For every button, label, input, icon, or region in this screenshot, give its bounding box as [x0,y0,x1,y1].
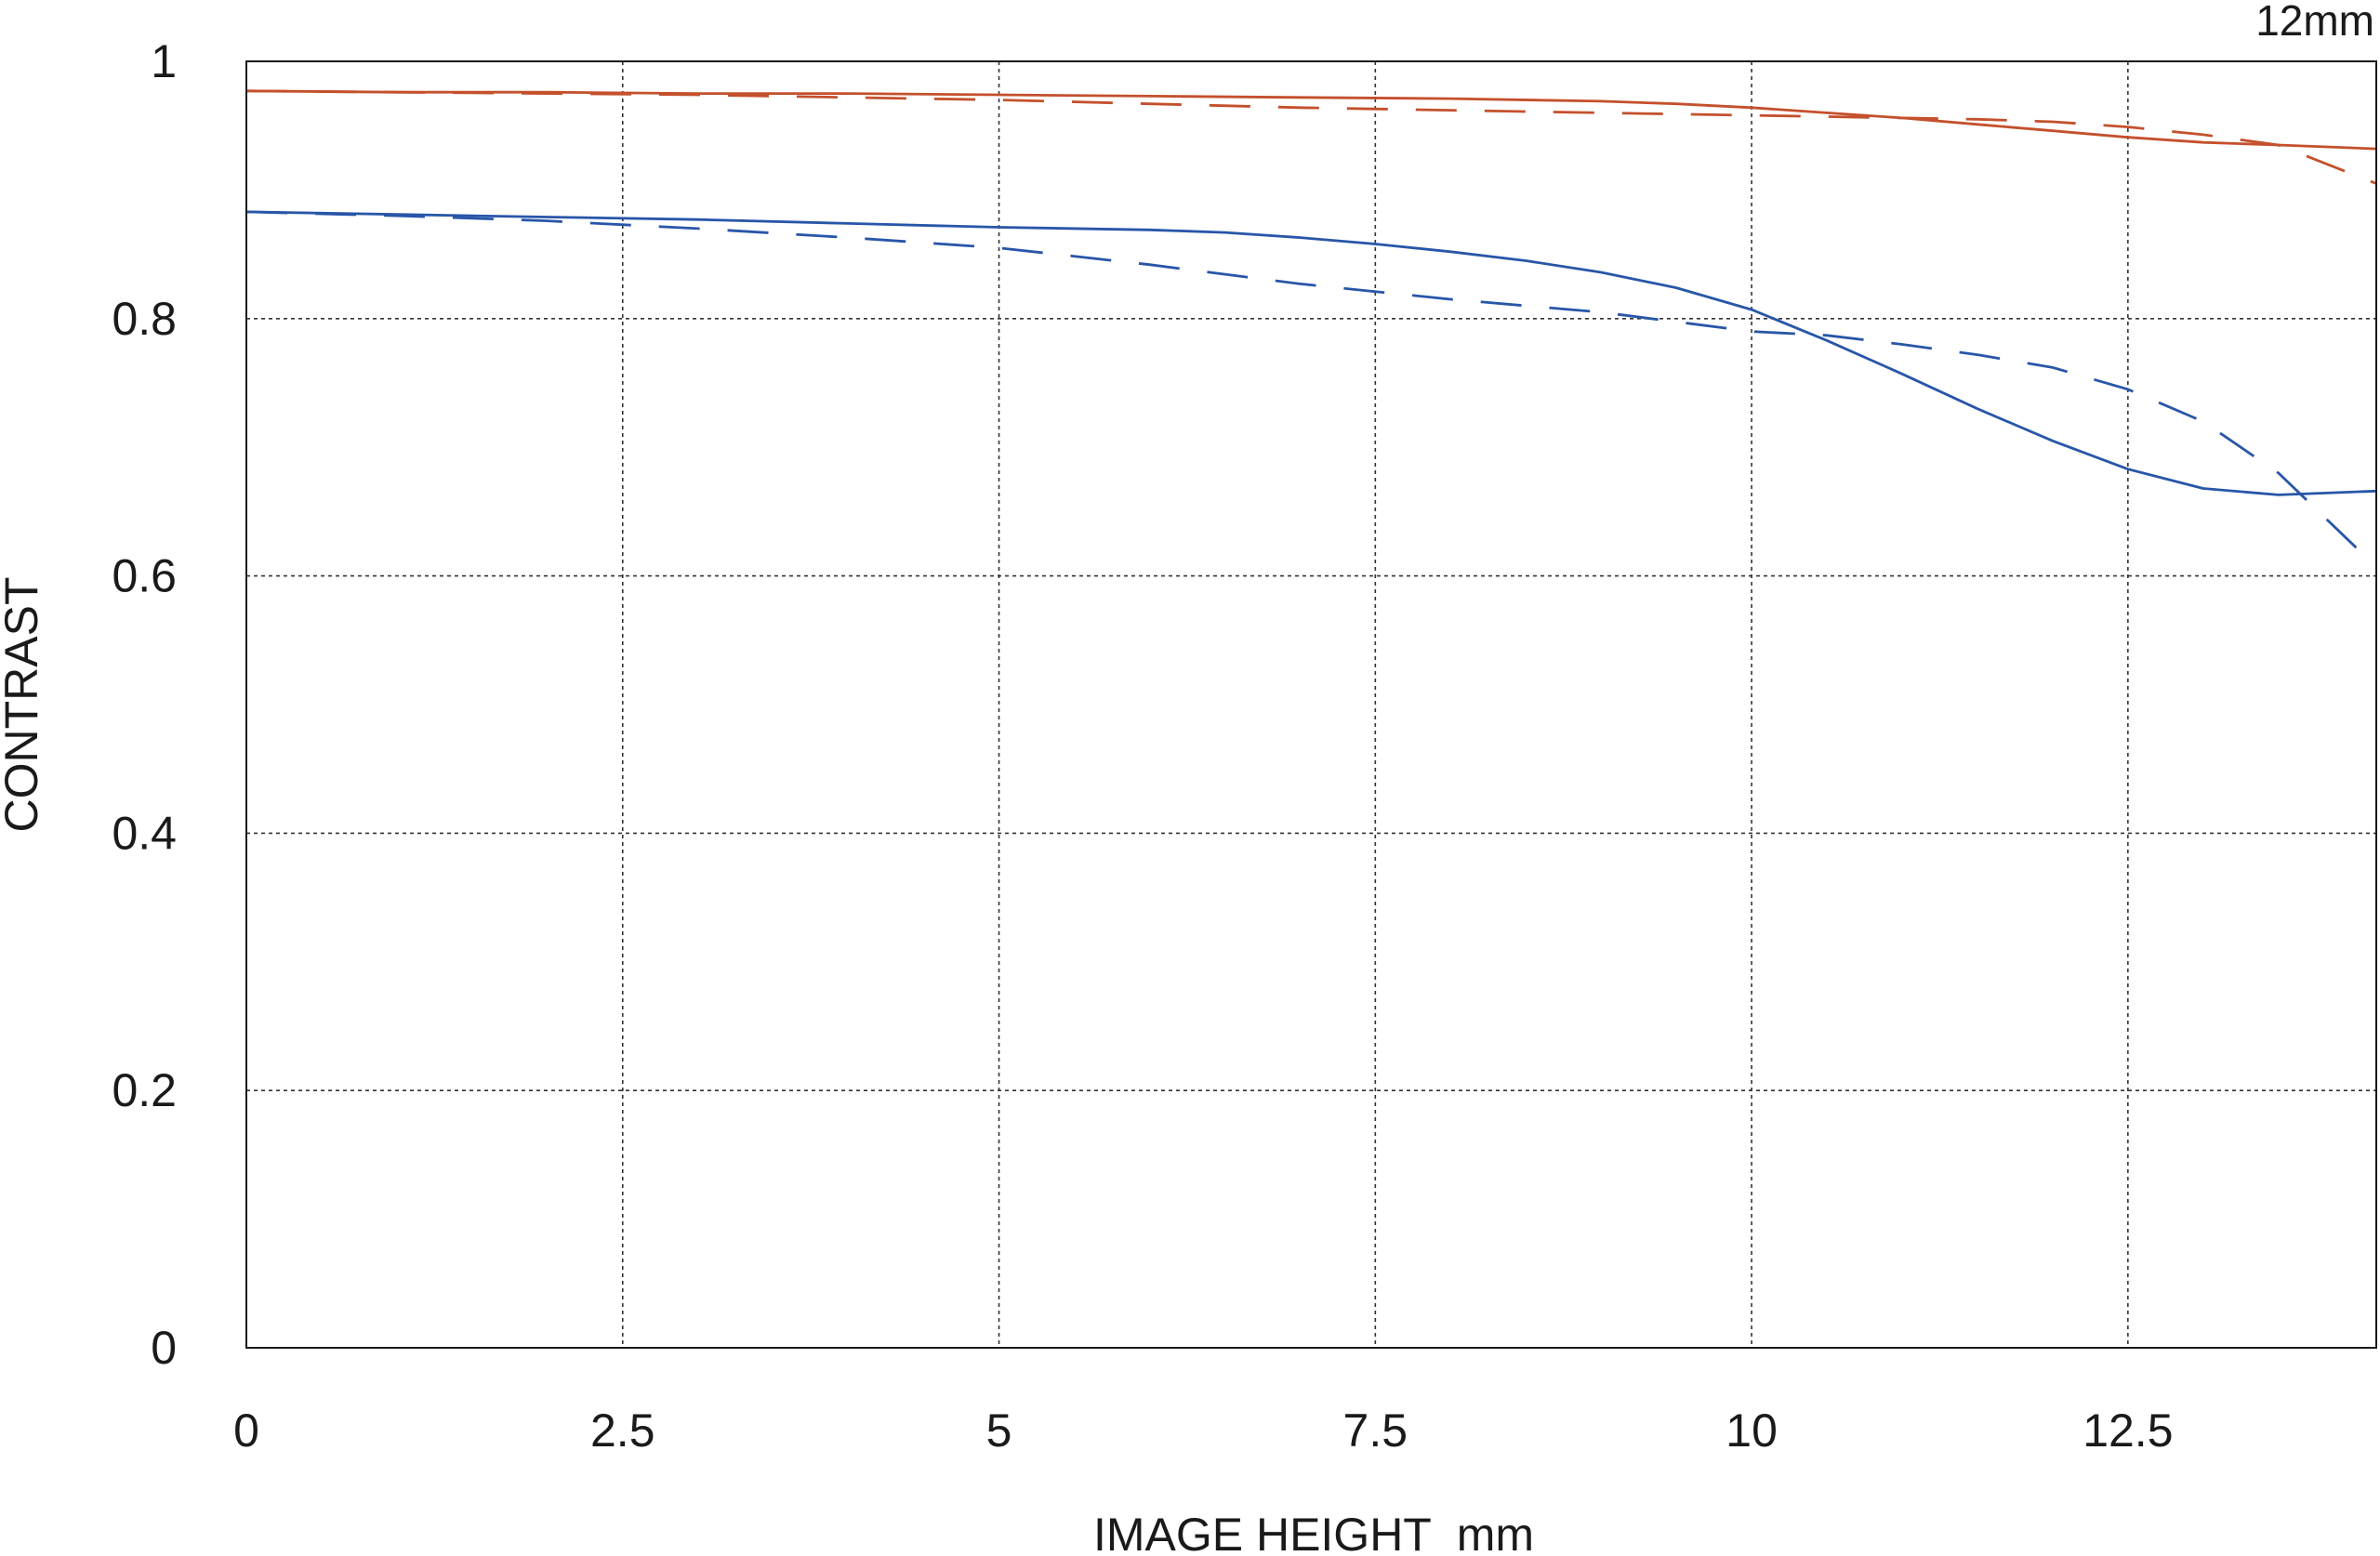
y-tick-label: 0.2 [112,1064,177,1116]
x-axis-title: IMAGE HEIGHT mm [1093,1509,1534,1556]
y-axis-title: CONTRAST [0,577,47,833]
x-tick-label: 5 [986,1404,1012,1457]
series-line-2 [245,89,2377,185]
y-tick-label: 0.6 [112,550,177,602]
series-line-1 [245,89,2377,151]
y-tick-labels: 0 0.2 0.4 0.6 0.8 1 [112,35,177,1374]
x-tick-label: 2.5 [590,1404,655,1457]
y-tick-label: 0 [151,1322,177,1374]
x-tick-label: 7.5 [1343,1404,1408,1457]
plot-frame [245,60,2377,1349]
series-group [245,89,2377,568]
y-tick-label: 0.4 [112,807,177,859]
x-tick-labels: 0 2.5 5 7.5 10 12.5 [233,1404,2173,1457]
y-tick-label: 1 [151,35,177,87]
grid [246,61,2376,1348]
focal-length-label: 12mm [2255,0,2374,45]
series-line-4 [245,210,2377,568]
x-tick-label: 0 [233,1404,259,1457]
y-tick-label: 0.8 [112,293,177,345]
series-line-3 [245,210,2377,496]
x-tick-label: 12.5 [2082,1404,2173,1457]
x-tick-label: 10 [1726,1404,1778,1457]
